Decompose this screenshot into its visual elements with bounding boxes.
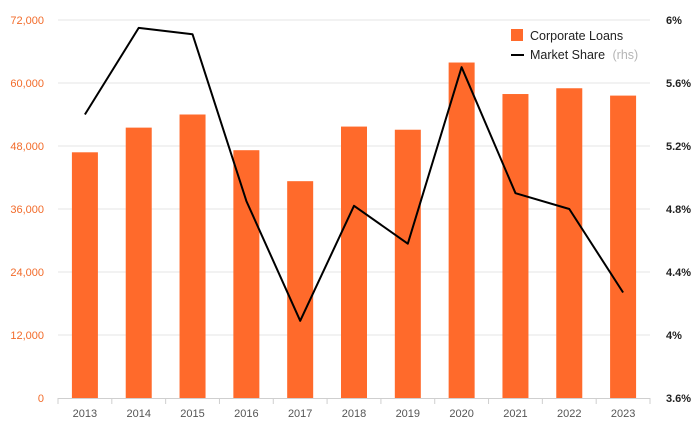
legend-label-market-share: Market Share (rhs) <box>530 48 638 62</box>
bar-2016 <box>233 150 260 398</box>
y-left-tick-label: 36,000 <box>10 204 44 216</box>
bar-2022 <box>556 88 583 398</box>
x-tick-label: 2022 <box>557 408 581 420</box>
y-left-tick-label: 72,000 <box>10 15 44 27</box>
bar-2023 <box>610 95 637 398</box>
x-tick-label: 2018 <box>342 408 366 420</box>
x-tick-label: 2020 <box>449 408 473 420</box>
y-left-tick-label: 48,000 <box>10 141 44 153</box>
right-axis: 3.6% 4% 4.4% 4.8% 5.2% 5.6% 6% <box>666 15 691 405</box>
bar-2018 <box>341 126 367 398</box>
x-tick-label: 2019 <box>396 408 420 420</box>
y-left-tick-label: 60,000 <box>10 78 44 90</box>
y-right-tick-label: 6% <box>666 15 682 27</box>
x-tick-label: 2023 <box>611 408 635 420</box>
x-tick-label: 2015 <box>180 408 204 420</box>
bar-2020 <box>448 62 475 399</box>
legend-swatch-corporate-loans <box>511 29 523 41</box>
x-tick-label: 2021 <box>503 408 527 420</box>
line-market-share <box>84 26 624 322</box>
x-tick-label: 2017 <box>288 408 312 420</box>
left-axis: 0 12,000 24,000 36,000 48,000 60,000 72,000 <box>10 15 44 405</box>
y-right-tick-label: 3.6% <box>666 393 691 405</box>
bar-2014 <box>125 127 152 398</box>
legend-label-market-share-suffix: (rhs) <box>613 48 639 62</box>
bar-2013 <box>71 152 98 398</box>
y-right-tick-label: 5.2% <box>666 141 691 153</box>
x-tick-label: 2016 <box>234 408 258 420</box>
y-left-tick-label: 12,000 <box>10 330 44 342</box>
bar-2021 <box>502 94 529 399</box>
x-tick-label: 2013 <box>73 408 97 420</box>
x-tick-label: 2014 <box>126 408 150 420</box>
y-right-tick-label: 4% <box>666 330 682 342</box>
x-axis: 2013 2014 2015 2016 2017 2018 2019 2020 2021 2022… <box>57 398 651 420</box>
y-right-tick-label: 5.6% <box>666 78 691 90</box>
bar-2019 <box>394 129 421 398</box>
y-right-tick-label: 4.4% <box>666 267 691 279</box>
legend-label-corporate-loans: Corporate Loans <box>530 29 623 43</box>
bar-2017 <box>287 181 314 398</box>
y-right-tick-label: 4.8% <box>666 204 691 216</box>
bar-2015 <box>179 114 206 398</box>
bars-corporate-loans <box>71 62 637 399</box>
legend: Corporate Loans Market Share (rhs) <box>511 29 638 62</box>
y-left-tick-label: 24,000 <box>10 267 44 279</box>
legend-label-market-share-name: Market Share <box>530 48 605 62</box>
y-left-tick-label: 0 <box>38 393 44 405</box>
market-share-line <box>84 26 624 322</box>
